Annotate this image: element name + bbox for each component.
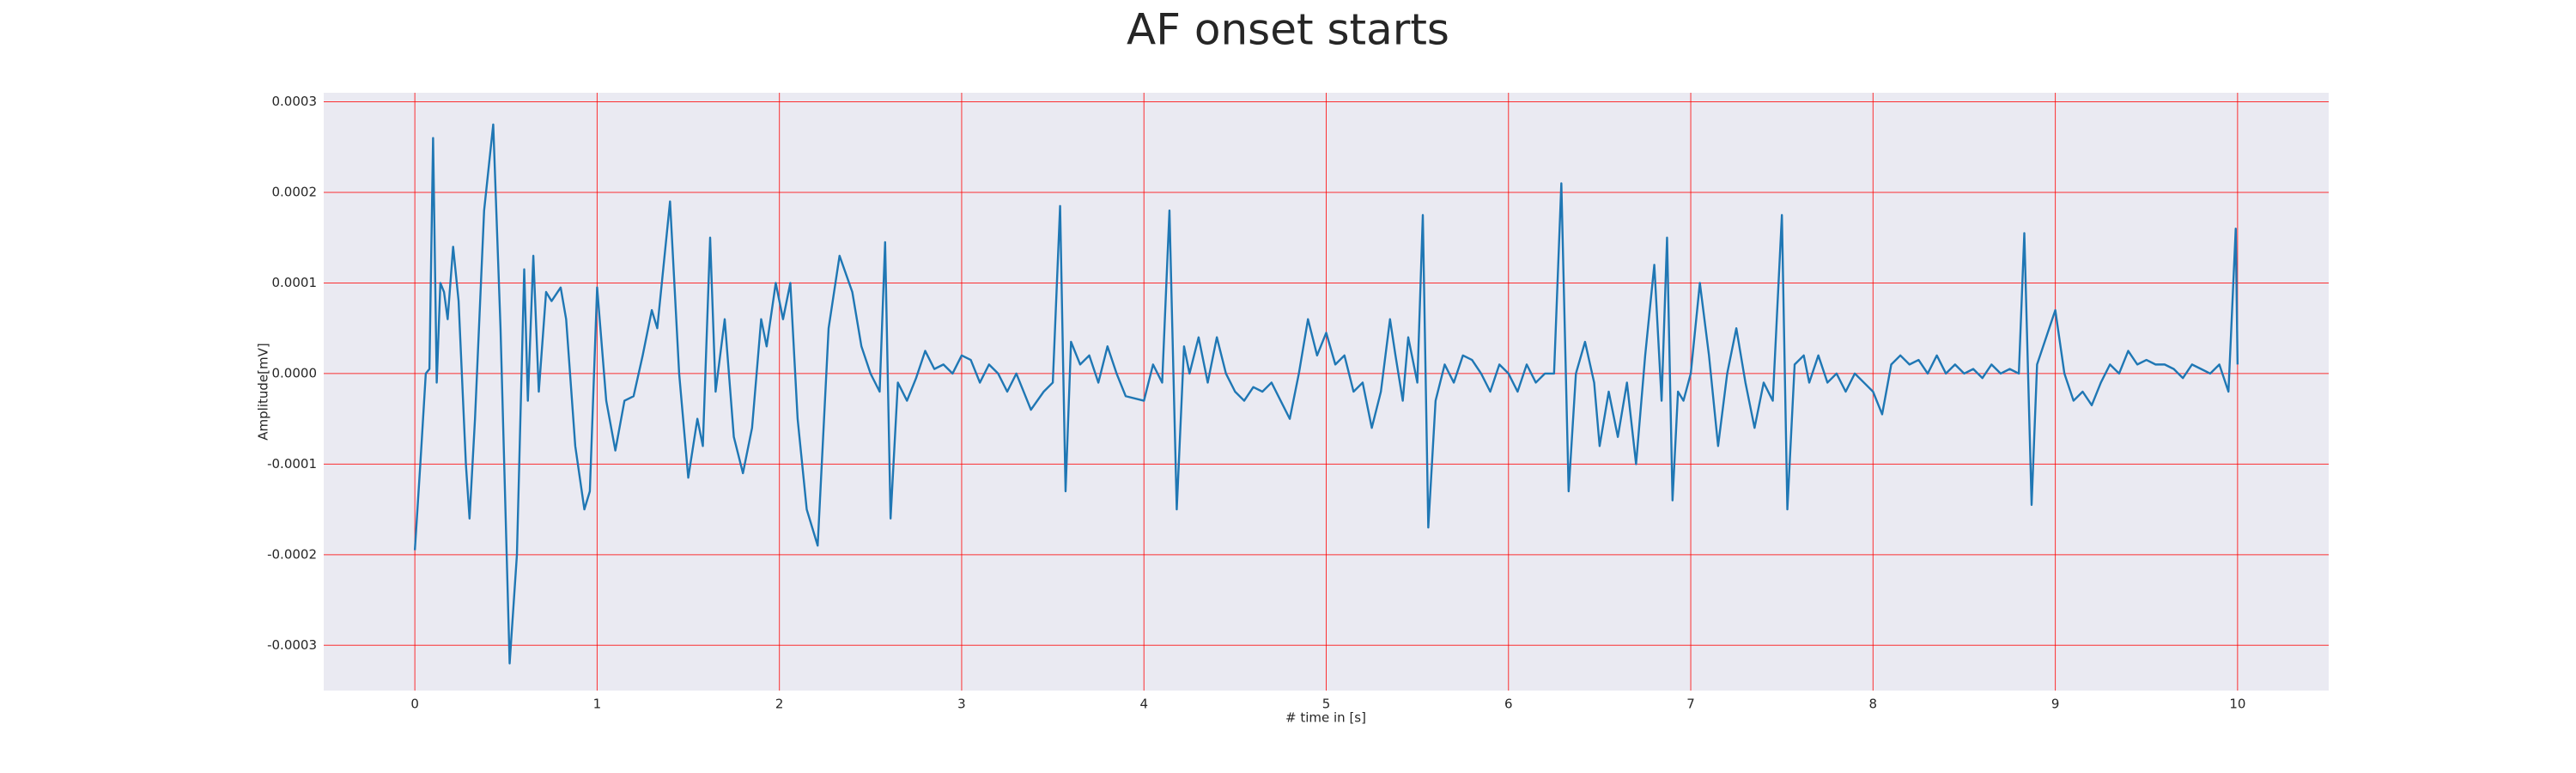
y-axis-label: Amplitude[mV] [256,343,271,440]
y-tick-label: -0.0002 [267,546,317,562]
x-axis-label: # time in [s] [1285,710,1366,726]
x-tick-label: 1 [593,697,602,712]
y-tick-label: 0.0001 [272,275,318,290]
x-tick-label: 0 [410,697,419,712]
x-tick-label: 10 [2229,697,2245,712]
x-tick-label: 2 [775,697,784,712]
y-tick-label: 0.0003 [272,94,318,109]
x-tick-label: 5 [1322,697,1331,712]
x-tick-label: 8 [1869,697,1878,712]
y-tick-label: 0.0002 [272,185,318,200]
y-tick-label: -0.0001 [267,456,317,472]
signal-line [413,123,2239,665]
y-tick-label: -0.0003 [267,637,317,653]
chart-title: AF onset starts [1127,5,1449,55]
y-tick-label: 0.0000 [272,365,318,380]
x-tick-label: 7 [1686,697,1695,712]
x-tick-label: 3 [957,697,966,712]
x-tick-label: 6 [1504,697,1513,712]
x-tick-label: 9 [2051,697,2060,712]
x-tick-label: 4 [1139,697,1148,712]
